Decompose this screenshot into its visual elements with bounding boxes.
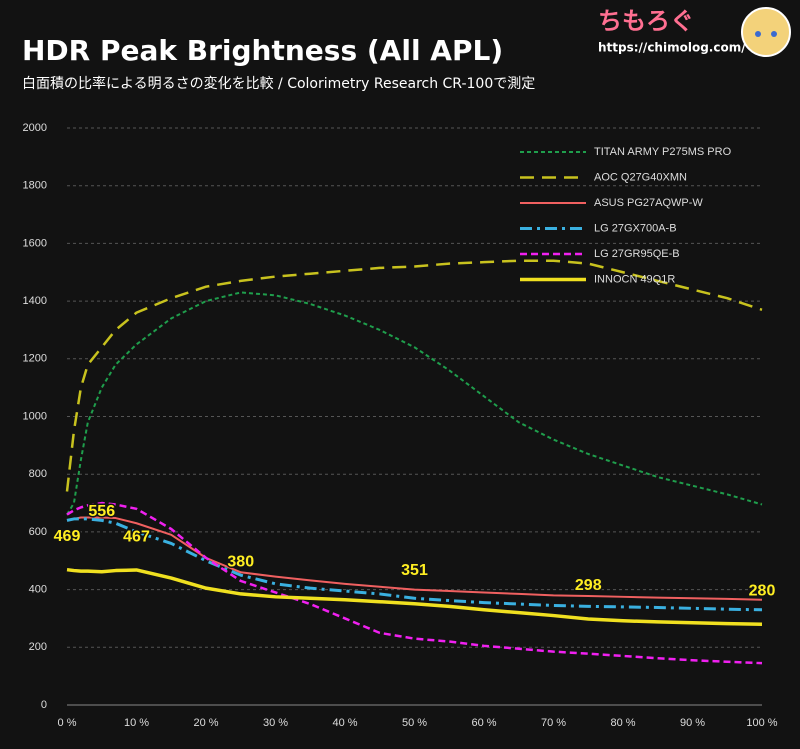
x-tick-label: 50 % [402, 717, 427, 729]
data-label: 380 [227, 554, 254, 571]
x-tick-label: 90 % [680, 717, 705, 729]
x-tick-label: 10 % [124, 717, 149, 729]
x-tick-label: 60 % [471, 717, 496, 729]
y-tick-label: 1200 [23, 353, 47, 365]
x-tick-label: 40 % [332, 717, 357, 729]
legend-label: AOC Q27G40XMN [594, 171, 687, 183]
logo-url: https://chimolog.com/ [598, 41, 746, 55]
series-line [66, 567, 763, 626]
series-line [66, 501, 763, 665]
x-tick-label: 0 % [58, 717, 77, 729]
y-tick-label: 1400 [23, 295, 47, 307]
logo-name: ちもろぐ [598, 7, 694, 35]
logo-avatar [741, 7, 791, 57]
data-label: 469 [54, 528, 81, 545]
data-label: 280 [749, 582, 776, 599]
y-tick-label: 0 [41, 699, 47, 711]
legend-label: TITAN ARMY P275MS PRO [594, 146, 732, 158]
y-tick-label: 1000 [23, 410, 47, 422]
series-line [66, 516, 763, 601]
x-tick-label: 70 % [541, 717, 566, 729]
data-label: 467 [123, 528, 150, 545]
data-label: 556 [88, 503, 115, 520]
series-line [65, 259, 763, 492]
legend-label: INNOCN 49Q1R [594, 273, 675, 285]
legend-label: LG 27GX700A-B [594, 222, 677, 234]
data-label: 298 [575, 577, 602, 594]
legend-label: LG 27GR95QE-B [594, 248, 680, 260]
x-tick-label: 80 % [610, 717, 635, 729]
x-tick-label: 30 % [263, 717, 288, 729]
logo-eye [771, 31, 777, 37]
y-tick-label: 2000 [23, 122, 47, 134]
chart-subtitle: 白面積の比率による明るさの変化を比較 / Colorimetry Researc… [22, 75, 535, 92]
y-tick-label: 800 [29, 468, 47, 480]
data-label: 351 [401, 562, 428, 579]
series-line [66, 517, 763, 612]
y-tick-label: 1600 [23, 237, 47, 249]
x-tick-label: 20 % [193, 717, 218, 729]
y-tick-label: 200 [29, 641, 47, 653]
y-tick-label: 1800 [23, 180, 47, 192]
y-tick-label: 400 [29, 584, 47, 596]
y-tick-label: 600 [29, 526, 47, 538]
x-tick-label: 100 % [746, 717, 777, 729]
logo-eye [755, 31, 761, 37]
series-line [66, 291, 763, 516]
chart-title: HDR Peak Brightness (All APL) [22, 34, 503, 67]
legend-label: ASUS PG27AQWP-W [594, 197, 703, 209]
